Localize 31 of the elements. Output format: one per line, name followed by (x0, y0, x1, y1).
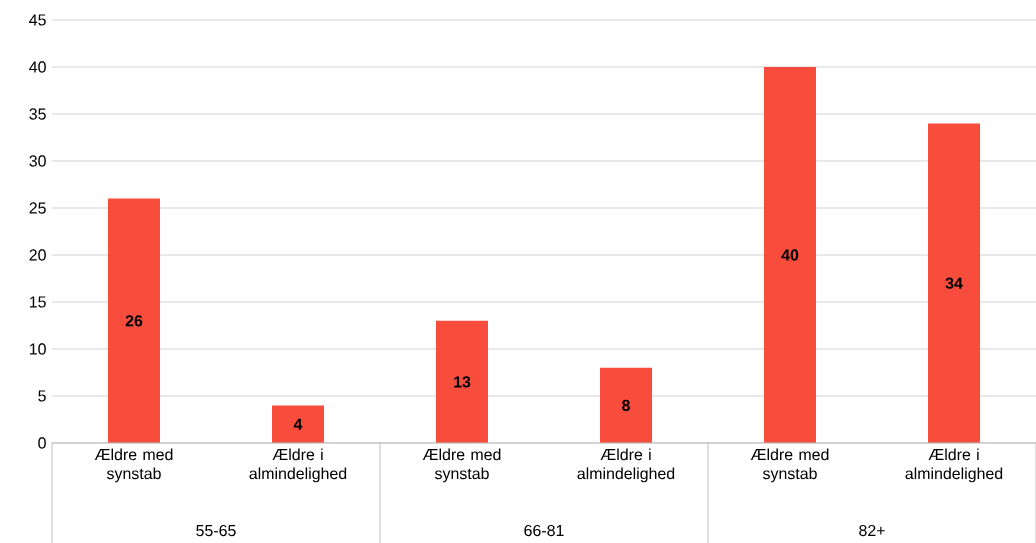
y-tick-label: 45 (29, 14, 46, 26)
data-label: 34 (945, 277, 963, 289)
y-tick-label: 25 (29, 202, 46, 214)
bar (764, 67, 817, 443)
y-tick-label: 30 (29, 155, 46, 167)
y-tick-label: 0 (38, 437, 46, 449)
x-tick-label: Ældre i almindelighed (905, 448, 1003, 483)
data-label: 26 (125, 315, 143, 327)
x-tick-label: Ældre med synstab (94, 448, 173, 483)
y-tick-label: 10 (29, 343, 46, 355)
x-tick-label: Ældre med synstab (750, 448, 829, 483)
bar (436, 320, 488, 443)
x-tick-label: Ældre i almindelighed (249, 448, 347, 483)
data-label: 13 (454, 376, 471, 388)
y-tick-label: 5 (38, 390, 46, 402)
text: 82+ (859, 524, 885, 537)
text: 55-65 (196, 524, 236, 537)
bar (928, 123, 981, 443)
text: 66-81 (524, 524, 564, 537)
data-label: 40 (781, 249, 799, 261)
data-label: 8 (622, 399, 630, 412)
y-tick-label: 35 (29, 108, 46, 120)
x-tick-label: Ældre med synstab (422, 448, 501, 483)
y-tick-label: 40 (29, 61, 46, 73)
y-tick-label: 20 (29, 249, 46, 261)
bar (600, 367, 653, 443)
data-label: 4 (293, 418, 303, 430)
y-tick-label: 15 (29, 296, 46, 308)
x-tick-label: Ældre i almindelighed (577, 448, 675, 483)
bar (108, 198, 160, 443)
bar (272, 405, 324, 443)
